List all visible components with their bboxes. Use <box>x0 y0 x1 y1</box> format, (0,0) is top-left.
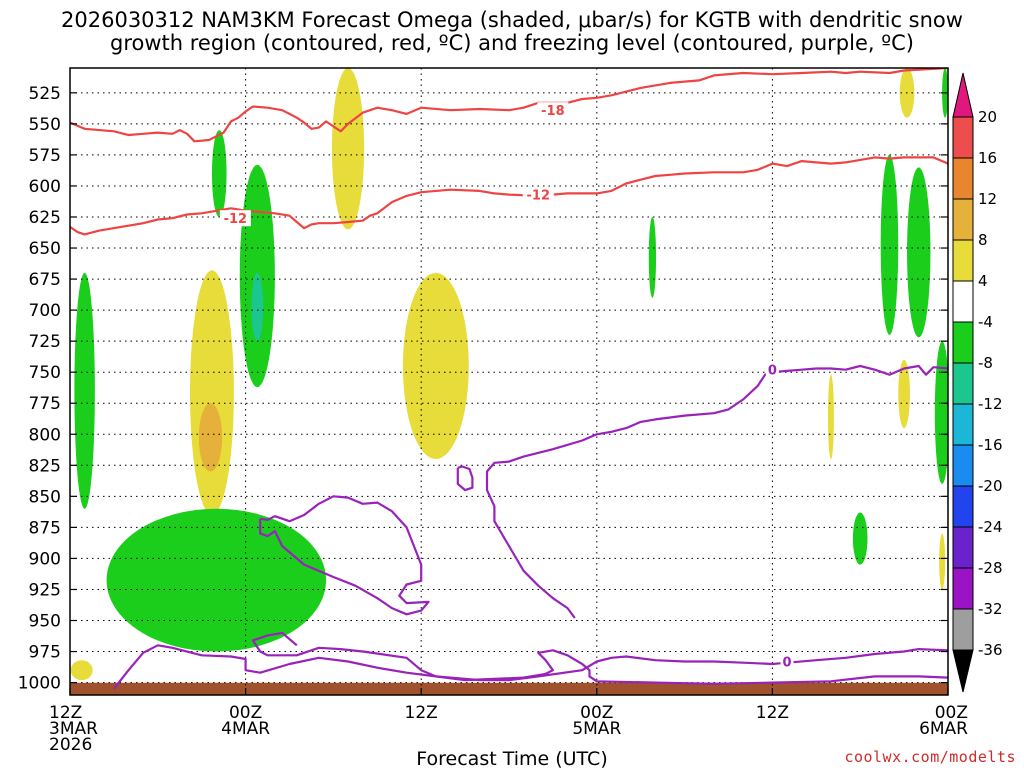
colorbar-label: 20 <box>978 108 997 126</box>
colorbar-bin <box>953 240 973 281</box>
colorbar-bin <box>953 404 973 445</box>
contour-label-zero: 0 <box>783 655 792 670</box>
y-tick-label: 675 <box>29 270 61 290</box>
omega-shaded-region <box>74 273 94 509</box>
y-tick-label: 575 <box>29 146 61 166</box>
colorbar-label: -36 <box>978 641 1003 659</box>
colorbar-label: -28 <box>978 559 1003 577</box>
x-tick-label: 12Z <box>756 703 789 723</box>
y-tick-label: 750 <box>29 363 61 383</box>
omega-shaded-region <box>828 375 834 459</box>
y-tick-label: 625 <box>29 208 61 228</box>
colorbar-label: -16 <box>978 436 1003 454</box>
contour-freezing_main <box>487 366 948 618</box>
credit-link[interactable]: coolwx.com/modelts <box>844 748 1016 766</box>
omega-shaded-region <box>251 273 263 341</box>
colorbar-bin <box>953 486 973 527</box>
omega-shaded-region <box>212 130 227 217</box>
omega-shaded-region <box>649 217 656 298</box>
colorbar-bottom-arrow <box>953 650 973 692</box>
y-tick-label: 975 <box>29 643 61 663</box>
y-tick-label: 700 <box>29 301 61 321</box>
omega-shaded-region <box>332 68 364 229</box>
colorbar-label: -32 <box>978 600 1003 618</box>
y-tick-label: 925 <box>29 580 61 600</box>
colorbar-bin <box>953 609 973 650</box>
omega-shaded-region <box>403 273 469 459</box>
omega-shaded-region <box>190 270 234 515</box>
plot-area: -18 -12 -12 0 0 <box>70 68 949 695</box>
colorbar-bin <box>953 322 973 363</box>
omega-shaded-region <box>939 534 945 590</box>
colorbar-bin <box>953 527 973 568</box>
y-tick-label: 725 <box>29 332 61 352</box>
y-tick-label: 825 <box>29 456 61 476</box>
y-tick-label: 775 <box>29 394 61 414</box>
y-tick-label: 525 <box>29 84 61 104</box>
colorbar-label: -4 <box>978 313 993 331</box>
colorbar-bin <box>953 117 973 158</box>
y-tick-label: 875 <box>29 518 61 538</box>
y-tick-label: 950 <box>29 612 61 632</box>
omega-shaded-region <box>881 155 899 335</box>
omega-shaded-region <box>107 509 326 652</box>
y-tick-label: 850 <box>29 487 61 507</box>
y-tick-label: 600 <box>29 177 61 197</box>
colorbar-label: 8 <box>978 231 988 249</box>
colorbar-label: 4 <box>978 272 988 290</box>
x-tick-label: 12Z <box>405 703 438 723</box>
y-tick-label: 550 <box>29 115 61 135</box>
terrain-fill <box>70 683 948 695</box>
colorbar-label: 16 <box>978 149 997 167</box>
colorbar-bin <box>953 281 973 322</box>
y-tick-label: 1000 <box>18 674 61 694</box>
y-tick-label: 650 <box>29 239 61 259</box>
omega-shaded-region <box>907 167 930 337</box>
colorbar-label: 12 <box>978 190 997 208</box>
contour-dgz_minus18 <box>70 68 948 141</box>
contour-label-minus12: -12 <box>527 189 551 204</box>
y-tick-label: 900 <box>29 549 61 569</box>
colorbar-bin <box>953 445 973 486</box>
contour-freezing_small_loop <box>458 467 473 491</box>
x-tick-label: 5MAR <box>572 719 621 739</box>
colorbar-label: -8 <box>978 354 993 372</box>
contour-dgz_minus12 <box>70 157 948 234</box>
colorbar-label: -24 <box>978 518 1003 536</box>
contour-label-minus18: -18 <box>541 104 565 119</box>
colorbar-bin <box>953 363 973 404</box>
contour-label-zero: 0 <box>768 364 777 379</box>
omega-shaded-region <box>71 660 93 680</box>
colorbar-bin <box>953 199 973 240</box>
colorbar-top-arrow <box>953 73 973 117</box>
omega-shaded-region <box>199 403 222 471</box>
omega-shaded-region <box>853 512 868 564</box>
colorbar-label: -20 <box>978 477 1003 495</box>
colorbar-bin <box>953 568 973 609</box>
x-tick-label: 4MAR <box>221 719 270 739</box>
contour-label-minus12: -12 <box>224 212 248 227</box>
x-tick-label: 6MAR <box>919 719 968 739</box>
colorbar-label: -12 <box>978 395 1003 413</box>
colorbar-bin <box>953 158 973 199</box>
cross-section-chart: -18 -12 -12 0 0 525 550 575 600 625 650 675 700 725 75… <box>0 0 1024 768</box>
y-tick-label: 800 <box>29 425 61 445</box>
